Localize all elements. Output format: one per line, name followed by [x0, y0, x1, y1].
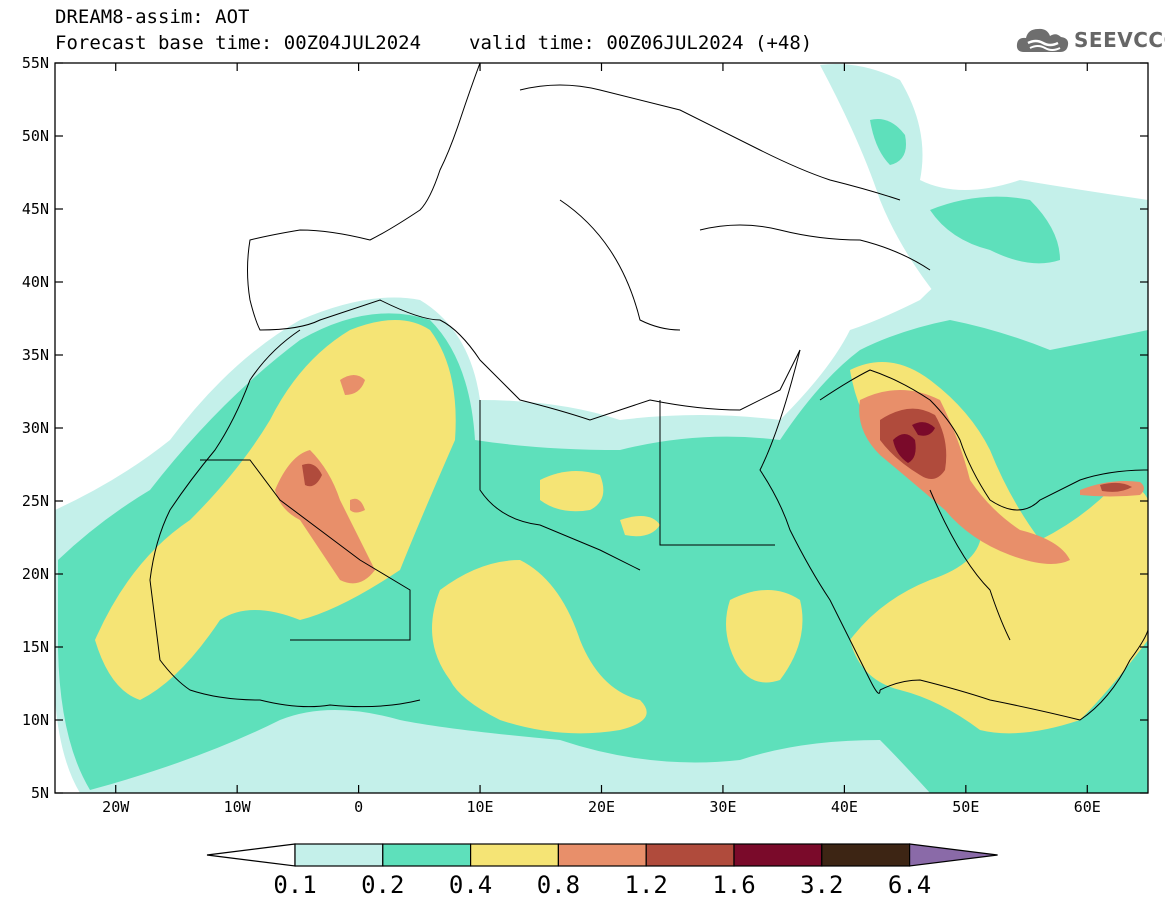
lon-tick-label: 30E: [709, 798, 736, 816]
colorbar-level-label: 0.1: [273, 871, 316, 899]
colorbar-level-label: 1.2: [625, 871, 668, 899]
colorbar-under-triangle: [206, 843, 296, 867]
lat-tick-label: 40N: [22, 273, 49, 291]
map-title: DREAM8-assim: AOT: [55, 6, 250, 28]
colorbar-bin: [382, 843, 472, 867]
time-info: Forecast base time: 00Z04JUL2024 valid ti…: [55, 32, 812, 54]
lon-tick-label: 50E: [952, 798, 979, 816]
lat-tick-label: 15N: [22, 638, 49, 656]
colorbar-bin: [821, 843, 911, 867]
coastlines: [149, 63, 1148, 721]
colorbar-bin: [470, 843, 560, 867]
lon-tick-label: 10W: [224, 798, 252, 816]
lon-tick-label: 10E: [467, 798, 494, 816]
aot-field: [55, 64, 1148, 793]
lat-tick-label: 25N: [22, 492, 49, 510]
valid-time-label: valid time: 00Z06JUL2024 (+48): [469, 32, 813, 54]
lat-tick-label: 45N: [22, 200, 49, 218]
lon-tick-label: 20W: [102, 798, 130, 816]
colorbar-level-label: 1.6: [712, 871, 755, 899]
lat-tick-label: 10N: [22, 711, 49, 729]
lat-tick-label: 55N: [22, 54, 49, 72]
lon-tick-label: 20E: [588, 798, 615, 816]
logo-text: SEEVCCC: [1074, 28, 1165, 52]
colorbar-bin: [645, 843, 735, 867]
lon-tick-label: 60E: [1074, 798, 1101, 816]
colorbar-level-label: 0.2: [361, 871, 404, 899]
colorbar-level-label: 6.4: [888, 871, 931, 899]
colorbar-level-label: 0.8: [537, 871, 580, 899]
base-time-label: Forecast base time: 00Z04JUL2024: [55, 32, 422, 54]
colorbar-bin: [733, 843, 823, 867]
lon-tick-label: 40E: [831, 798, 858, 816]
lat-tick-label: 50N: [22, 127, 49, 145]
colorbar-level-label: 3.2: [800, 871, 843, 899]
colorbar-bin: [294, 843, 384, 867]
cloud-icon: [1016, 28, 1069, 52]
colorbar-over-triangle: [909, 843, 998, 867]
seevccc-logo: SEEVCCC: [1016, 24, 1165, 56]
lon-tick-label: 0: [354, 798, 363, 816]
colorbar-bin: [557, 843, 647, 867]
lat-tick-label: 30N: [22, 419, 49, 437]
colorbar-level-label: 0.4: [449, 871, 492, 899]
lat-tick-label: 20N: [22, 565, 49, 583]
colorbar: 0.1 0.2 0.4 0.8 1.2 1.6 3.2 6.4: [206, 843, 998, 899]
axis-ticks: 55N 50N 45N 40N 35N 30N 25N 20N 15N 10N 5N 20W 10W 0 1…: [22, 54, 1148, 816]
lat-tick-label: 5N: [31, 784, 49, 802]
lat-tick-label: 35N: [22, 346, 49, 364]
